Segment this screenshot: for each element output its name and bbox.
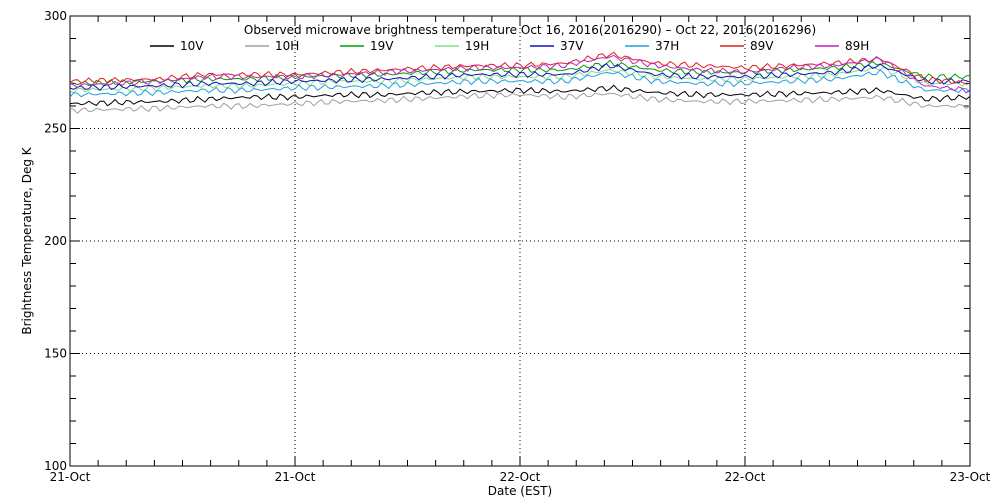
legend-label-37h: 37H (655, 39, 679, 53)
x-axis-label: Date (EST) (488, 484, 552, 498)
series-line-89v (69, 51, 971, 85)
legend: 10V 10H 19V 19H 37V 37H 89V 89H (150, 39, 869, 53)
tick-layer: 100 150 200 250 300 21-Oct 21-Oct 22-Oct 22-Oct 2… (44, 9, 991, 484)
x-tick-label: 22-Oct (725, 470, 766, 484)
series-line-37h (69, 69, 971, 98)
x-tick-label: 22-Oct (500, 470, 541, 484)
x-tick-label: 21-Oct (50, 470, 91, 484)
legend-label-89v: 89V (750, 39, 774, 53)
y-tick-label: 300 (44, 9, 67, 23)
legend-label-37v: 37V (560, 39, 584, 53)
y-tick-label: 100 (44, 459, 67, 473)
x-tick-label: 21-Oct (275, 470, 316, 484)
legend-label-19h: 19H (465, 39, 489, 53)
series-line-10h (69, 91, 971, 115)
legend-label-10h: 10H (275, 39, 299, 53)
grid-layer (70, 16, 970, 466)
series-line-37v (69, 62, 971, 92)
y-axis-label: Brightness Temperature, Deg K (20, 146, 34, 334)
series-line-89h (69, 54, 971, 94)
series-layer (69, 51, 971, 115)
x-tick-label: 23-Oct (950, 470, 991, 484)
y-tick-label: 250 (44, 122, 67, 136)
y-tick-label: 200 (44, 234, 67, 248)
series-line-19h (69, 66, 971, 94)
legend-label-89h: 89H (845, 39, 869, 53)
legend-label-10v: 10V (180, 39, 204, 53)
y-tick-label: 150 (44, 347, 67, 361)
series-line-10v (69, 84, 971, 107)
legend-label-19v: 19V (370, 39, 394, 53)
chart-title: Observed microwave brightness temperatur… (244, 23, 816, 37)
